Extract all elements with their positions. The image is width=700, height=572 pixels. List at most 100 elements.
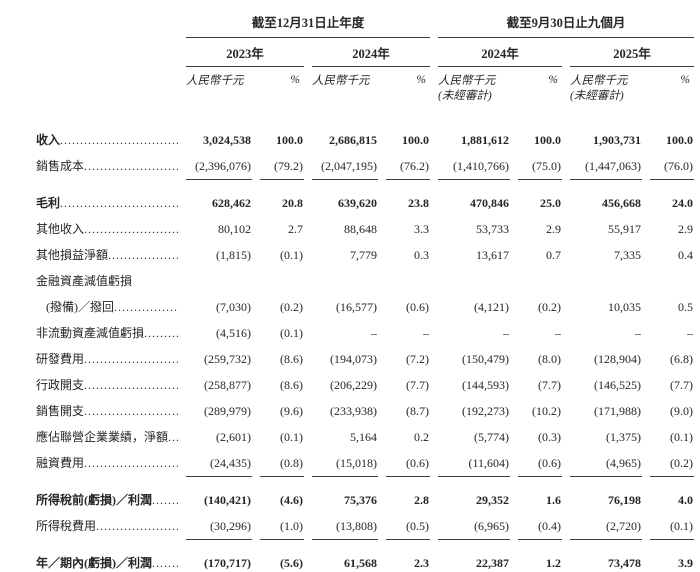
percent-cell-fy2023: (8.6) xyxy=(280,378,303,392)
row-label-text: 所得稅前(虧損)／利潤 xyxy=(36,493,152,507)
amount-cell-fy2023: (170,717) xyxy=(186,554,252,572)
amount-cell-fy2024: 7,779 xyxy=(350,248,377,262)
percent-cell-9m2025: (0.1) xyxy=(650,517,694,540)
amount-cell-9m2024: (11,604) xyxy=(438,454,510,477)
amount-cell-fy2023: (7,030) xyxy=(216,300,251,314)
row-label-text: (撥備)／撥回 xyxy=(46,300,114,314)
amount-cell-9m2025: 456,668 xyxy=(602,196,641,210)
amount-cell-9m2024: 53,733 xyxy=(476,222,509,236)
percent-cell-9m2025: 0.4 xyxy=(678,248,693,262)
amount-cell-9m2025: 55,917 xyxy=(608,222,641,236)
percent-cell-fy2023: (79.2) xyxy=(260,157,304,180)
percent-cell-fy2024: 3.3 xyxy=(414,222,429,236)
percent-cell-9m2025: – xyxy=(687,326,693,340)
table-row: 行政開支 (258,877) (8.6) (206,229) (7.7) (14… xyxy=(36,373,694,399)
percent-cell-fy2024: 23.8 xyxy=(408,196,429,210)
amount-cell-9m2025: (1,447,063) xyxy=(570,157,642,180)
percent-label: % xyxy=(290,74,300,86)
percent-cell-9m2024: (0.2) xyxy=(538,300,561,314)
percent-cell-9m2025: (76.0) xyxy=(650,157,694,180)
dot-leader xyxy=(152,491,178,510)
table-row: 非流動資產減值虧損 (4,516) (0.1) – – – – – – xyxy=(36,321,694,347)
amount-cell-9m2024: (5,774) xyxy=(474,430,509,444)
dot-leader xyxy=(84,376,178,395)
table-row: 應佔聯營企業業績，淨額 (2,601) (0.1) 5,164 0.2 (5,7… xyxy=(36,425,694,451)
table-row: 融資費用 (24,435) (0.8) (15,018) (0.6) (11,6… xyxy=(36,451,694,481)
row-label-text: 融資費用 xyxy=(36,456,85,470)
table-row: 研發費用 (259,732) (8.6) (194,073) (7.2) (15… xyxy=(36,347,694,373)
row-label-text: 銷售成本 xyxy=(36,159,85,173)
unit-currency-label: 人民幣千元 xyxy=(312,75,370,87)
percent-cell-9m2024: (7.7) xyxy=(538,378,561,392)
amount-cell-fy2023: (289,979) xyxy=(204,404,251,418)
year-column-header-2023: 2023年 xyxy=(186,38,304,67)
percent-cell-9m2024: (8.0) xyxy=(538,352,561,366)
percent-cell-9m2025: (7.7) xyxy=(670,378,693,392)
row-label: 銷售開支 xyxy=(36,402,178,421)
row-label: 金融資產減值虧損 xyxy=(36,272,178,291)
row-label: 其他損益淨額 xyxy=(36,246,178,265)
percent-cell-fy2024: 100.0 xyxy=(402,133,429,147)
row-label-text: 金融資產減值虧損 xyxy=(36,274,133,288)
unit-label: 人民幣千元 (未經審計) xyxy=(570,74,642,104)
unit-label: 人民幣千元 (未經審計) xyxy=(438,74,510,104)
row-label-text: 應佔聯營企業業績，淨額 xyxy=(36,430,169,444)
row-label: 行政開支 xyxy=(36,376,178,395)
dot-leader xyxy=(144,324,178,343)
percent-cell-9m2024: 1.2 xyxy=(518,554,562,572)
dot-leader xyxy=(60,131,178,150)
percent-cell-fy2024: (0.5) xyxy=(386,517,430,540)
table-row: (撥備)／撥回 (7,030) (0.2) (16,577) (0.6) (4,… xyxy=(36,295,694,321)
dot-leader xyxy=(84,350,178,369)
amount-cell-fy2024: 639,620 xyxy=(338,196,377,210)
table-row: 所得稅前(虧損)／利潤 (140,421) (4.6) 75,376 2.8 2… xyxy=(36,488,694,514)
amount-cell-fy2023: (2,601) xyxy=(216,430,251,444)
amount-cell-fy2024: 88,648 xyxy=(344,222,377,236)
row-label: 研發費用 xyxy=(36,350,178,369)
year-header-row: 2023年 2024年 2024年 2025年 xyxy=(36,38,694,67)
percent-cell-9m2025: 100.0 xyxy=(666,133,693,147)
amount-cell-fy2023: (2,396,076) xyxy=(186,157,252,180)
amount-cell-fy2024: (194,073) xyxy=(330,352,377,366)
amount-cell-9m2024: (1,410,766) xyxy=(438,157,510,180)
percent-cell-9m2024: (0.3) xyxy=(538,430,561,444)
amount-cell-9m2024: 13,617 xyxy=(476,248,509,262)
amount-cell-fy2024: (206,229) xyxy=(330,378,377,392)
amount-cell-9m2025: 1,903,731 xyxy=(593,133,641,147)
percent-cell-fy2023: (0.1) xyxy=(280,326,303,340)
percent-cell-9m2025: 4.0 xyxy=(678,493,693,507)
amount-cell-fy2023: (24,435) xyxy=(186,454,252,477)
unit-currency-label: 人民幣千元 xyxy=(438,75,496,87)
percent-cell-fy2024: (8.7) xyxy=(406,404,429,418)
amount-cell-9m2024: (6,965) xyxy=(438,517,510,540)
row-label-text: 其他損益淨額 xyxy=(36,248,109,262)
percent-label: % xyxy=(680,74,690,86)
amount-cell-fy2024: 75,376 xyxy=(344,493,377,507)
amount-cell-fy2023: 3,024,538 xyxy=(203,133,251,147)
dot-leader xyxy=(84,157,178,176)
table-row: 銷售成本 (2,396,076) (79.2) (2,047,195) (76.… xyxy=(36,154,694,184)
row-label-text: 研發費用 xyxy=(36,352,85,366)
percent-cell-9m2024: 1.6 xyxy=(546,493,561,507)
amount-cell-fy2024: (13,808) xyxy=(312,517,378,540)
percent-cell-9m2024: – xyxy=(555,326,561,340)
table-row: 其他損益淨額 (1,815) (0.1) 7,779 0.3 13,617 0.… xyxy=(36,243,694,269)
percent-cell-9m2024: 0.7 xyxy=(546,248,561,262)
percent-cell-fy2023: (0.1) xyxy=(280,430,303,444)
unit-label: 人民幣千元 xyxy=(312,74,378,89)
amount-cell-9m2024: – xyxy=(503,326,509,340)
percent-cell-fy2023: (5.6) xyxy=(260,554,304,572)
dot-leader xyxy=(168,428,178,447)
percent-cell-fy2024: (0.6) xyxy=(406,300,429,314)
dot-leader xyxy=(96,517,178,536)
percent-cell-fy2023: (0.2) xyxy=(280,300,303,314)
dot-leader xyxy=(84,454,178,473)
percent-cell-fy2023: 100.0 xyxy=(276,133,303,147)
table-row: 所得稅費用 (30,296) (1.0) (13,808) (0.5) (6,9… xyxy=(36,514,694,544)
amount-cell-9m2025: (171,988) xyxy=(594,404,641,418)
percent-cell-9m2024: (75.0) xyxy=(518,157,562,180)
amount-cell-9m2024: (192,273) xyxy=(462,404,509,418)
amount-cell-9m2025: 7,335 xyxy=(614,248,641,262)
amount-cell-fy2024: – xyxy=(371,326,377,340)
